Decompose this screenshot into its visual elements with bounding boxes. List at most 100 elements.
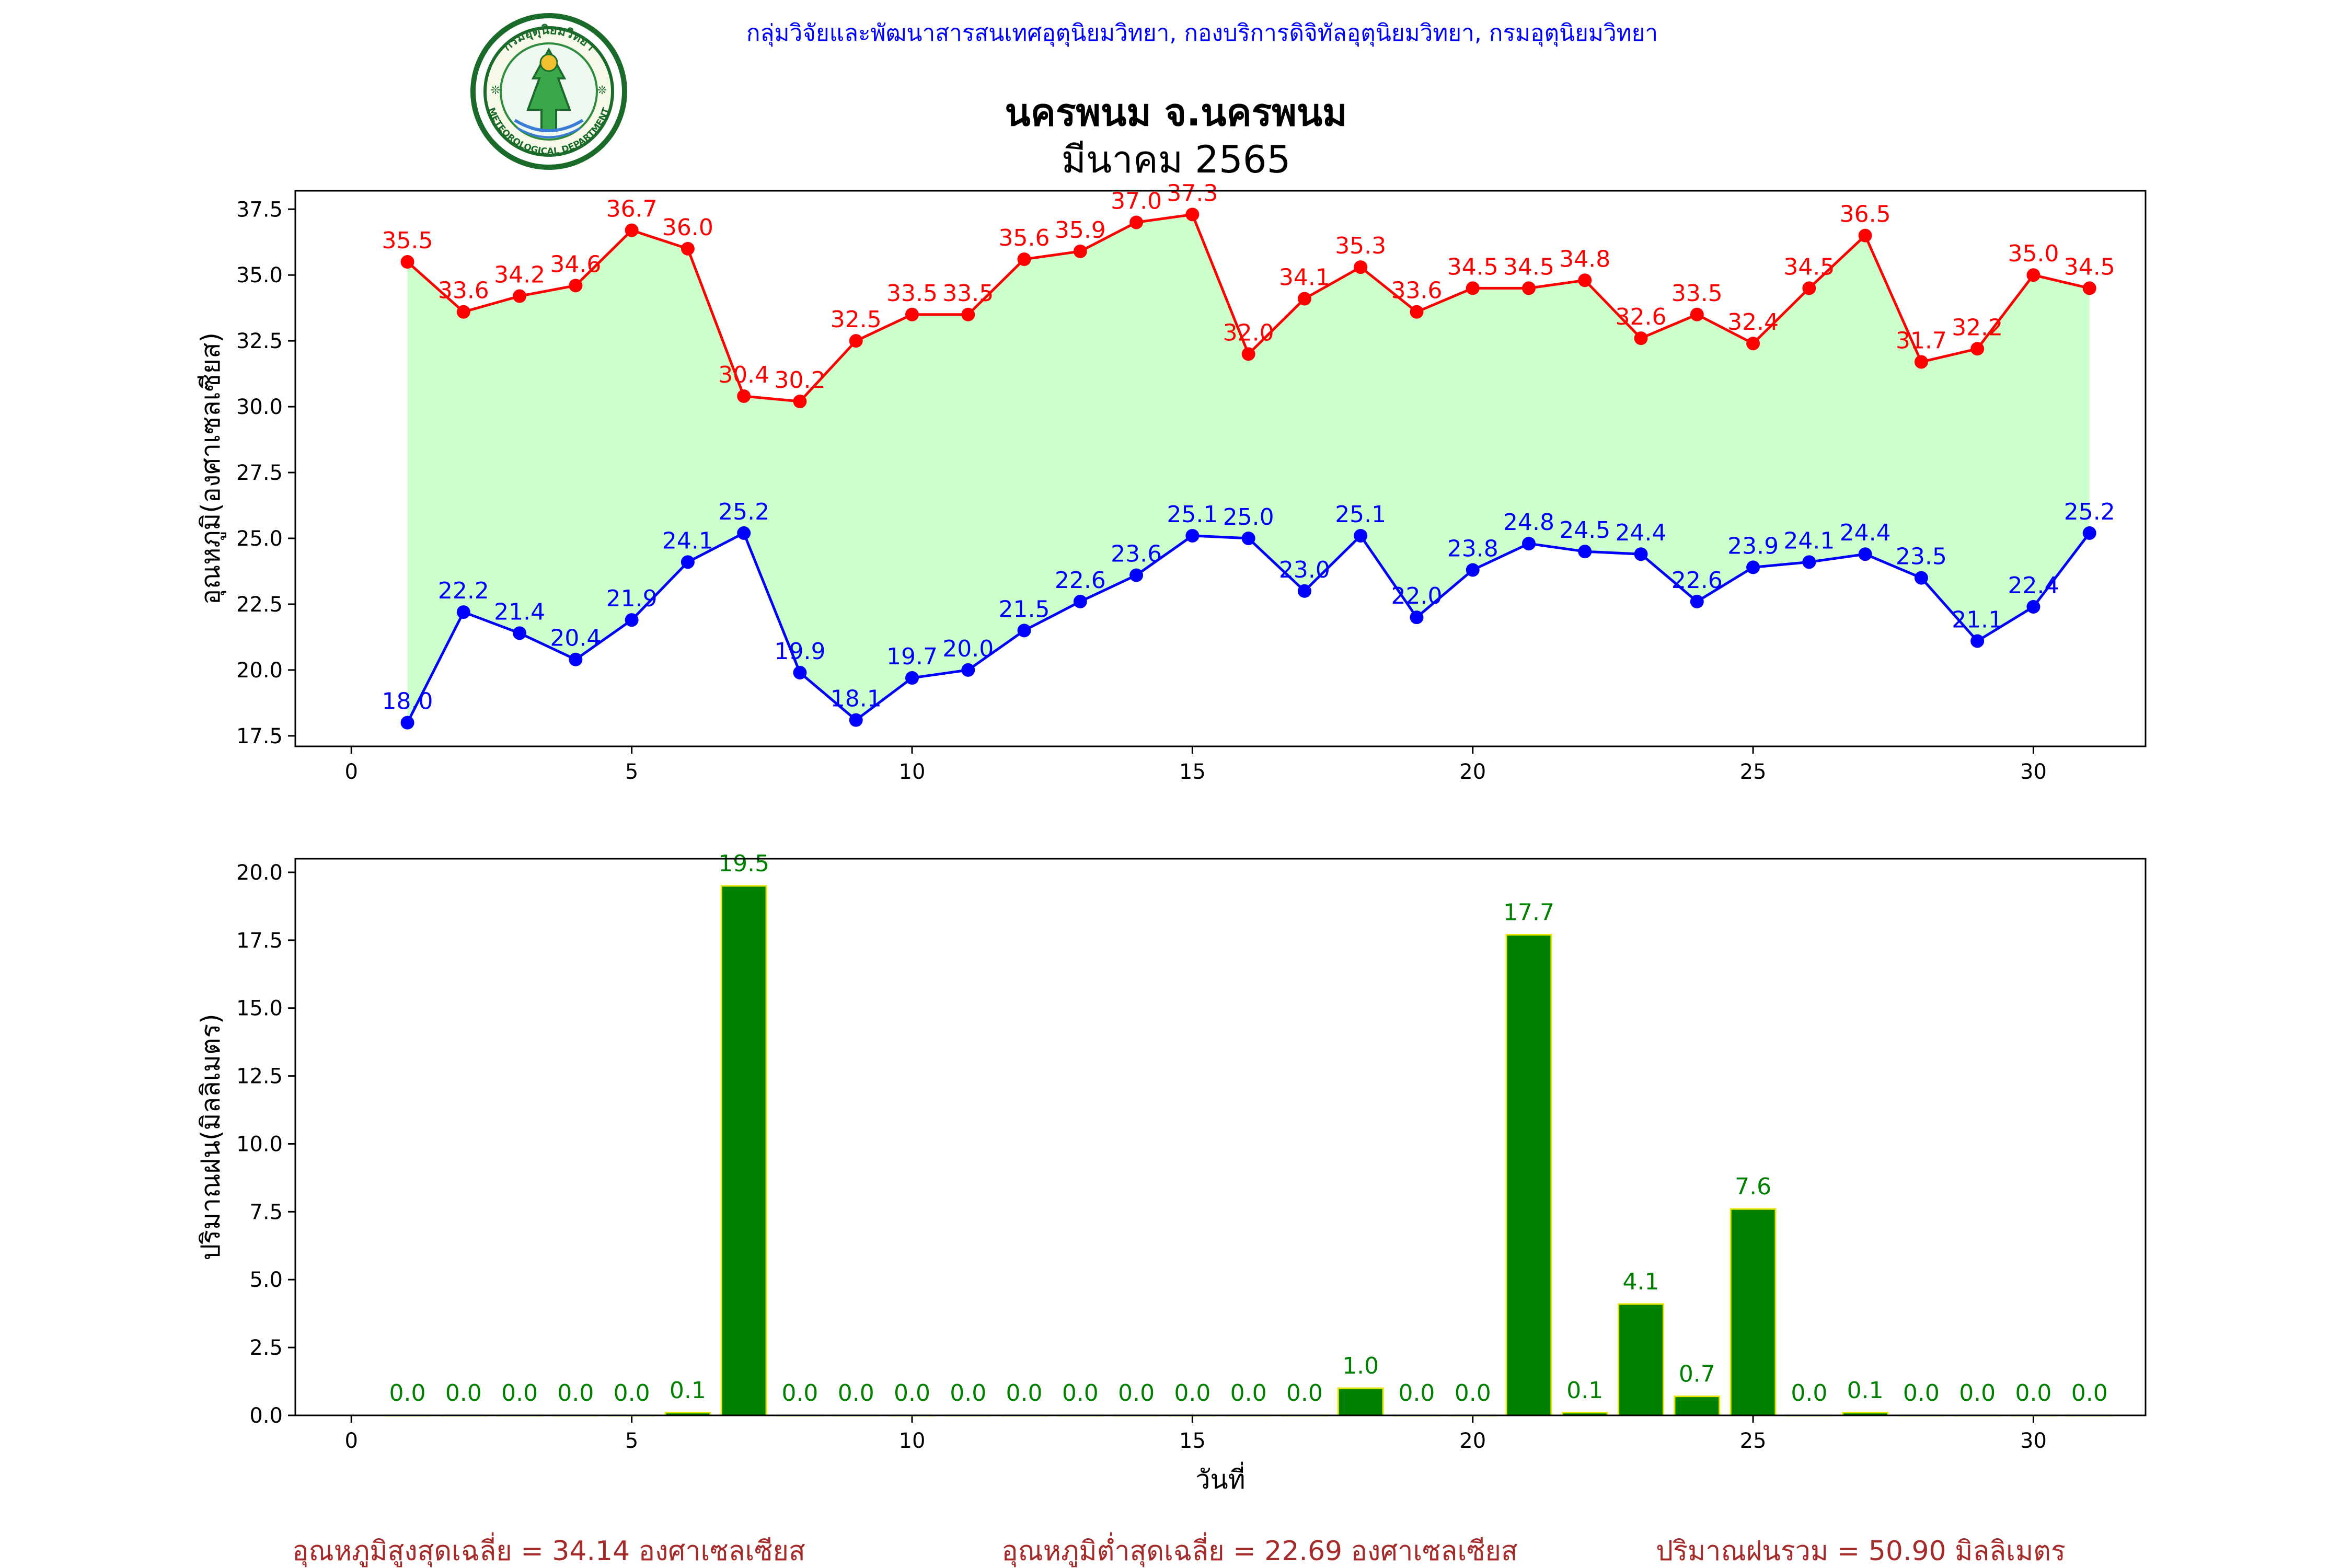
rainfall-value-label: 0.0 [1006, 1380, 1043, 1406]
max-temperature-point [1634, 331, 1648, 345]
svg-text:❊: ❊ [597, 84, 607, 97]
min-temperature-point [1017, 624, 1031, 638]
rainfall-bar [720, 885, 767, 1416]
min-temperature-label: 20.4 [550, 625, 601, 652]
max-temperature-point [400, 255, 414, 269]
min-temperature-point [961, 663, 975, 677]
rainfall-x-axis-label: วันที่ [1195, 1462, 1245, 1495]
rainfall-value-label: 0.0 [1230, 1380, 1267, 1406]
max-temperature-points: 35.533.634.2 34.636.736.030.4 30.232.533.5… [382, 180, 2115, 409]
temp-x-tick-label: 15 [1179, 760, 1206, 784]
min-temperature-label: 22.2 [438, 578, 489, 604]
rain-x-tick-label: 25 [1740, 1429, 1767, 1453]
min-temperature-point [569, 652, 583, 666]
min-temperature-point [1354, 528, 1368, 543]
temp-y-tick-label: 37.5 [236, 198, 283, 222]
max-temperature-label: 33.5 [886, 280, 938, 307]
rainfall-value-label: 0.0 [389, 1380, 426, 1406]
min-temperature-label: 24.4 [1616, 520, 1667, 546]
min-temperature-label: 25.0 [1223, 504, 1274, 531]
max-temperature-label: 34.8 [1559, 246, 1610, 272]
min-temperature-label: 24.5 [1559, 517, 1610, 544]
rainfall-value-label: 0.0 [614, 1380, 650, 1406]
max-temperature-label: 35.0 [2008, 240, 2059, 267]
rainfall-value-label: 0.0 [894, 1380, 930, 1406]
rain-x-tick-label: 0 [345, 1429, 358, 1453]
max-temperature-label: 36.7 [606, 196, 658, 223]
max-temperature-label: 33.5 [1671, 280, 1723, 307]
rainfall-value-label: 0.0 [1791, 1380, 1827, 1406]
max-temperature-label: 32.5 [831, 306, 882, 333]
rainfall-value-label: 0.1 [1566, 1377, 1603, 1404]
max-temperature-point [1466, 281, 1480, 295]
rainfall-value-label: 0.1 [1847, 1377, 1884, 1404]
max-temperature-point [1073, 244, 1087, 258]
max-temperature-label: 37.3 [1167, 180, 1218, 206]
min-temperature-point [1241, 532, 1255, 546]
rainfall-value-label: 0.0 [1903, 1380, 1940, 1406]
min-temperature-label: 24.4 [1840, 520, 1891, 546]
rainfall-value-label: 0.0 [950, 1380, 986, 1406]
min-temperature-point [625, 613, 639, 627]
max-temperature-point [1241, 347, 1255, 361]
min-temperature-point [1578, 545, 1592, 559]
min-temperature-label: 22.0 [1391, 583, 1442, 609]
temp-y-tick-label: 17.5 [236, 724, 283, 748]
temp-y-tick-label: 25.0 [236, 527, 283, 551]
max-temperature-point [1690, 307, 1704, 321]
min-temperature-points: 18.022.221.420.421.924.125.219.918.119.7… [382, 499, 2115, 730]
min-temperature-point [793, 665, 807, 679]
max-temperature-point [1802, 281, 1816, 295]
period-title: มีนาคม 2565 [1062, 137, 1291, 181]
min-temperature-point [737, 526, 751, 540]
min-temperature-label: 22.6 [1671, 567, 1723, 594]
max-temperature-label: 36.0 [662, 214, 713, 241]
min-temperature-label: 20.0 [942, 636, 994, 662]
station-title: นครพนม จ.นครพนม [1005, 90, 1347, 134]
rain-y-tick-label: 15.0 [236, 997, 283, 1021]
min-temperature-label: 22.6 [1055, 567, 1106, 594]
rain-y-tick-label: 12.5 [236, 1065, 283, 1089]
rainfall-panel: 0.0 2.5 5.0 7.5 10.0 12.5 15.0 17.5 20.0 0 5 10 15 20… [195, 850, 2147, 1495]
max-temperature-point [849, 334, 863, 348]
min-temperature-label: 23.0 [1279, 557, 1330, 583]
min-temperature-point [1970, 634, 1985, 648]
min-temperature-label: 22.4 [2008, 572, 2059, 599]
max-temperature-point [1129, 215, 1144, 229]
rainfall-value-label: 0.0 [1174, 1380, 1210, 1406]
max-temperature-point [569, 279, 583, 293]
min-temperature-point [1073, 594, 1087, 608]
temperature-plot-frame [294, 190, 2147, 747]
rain-y-tick-label: 20.0 [236, 861, 283, 885]
min-temperature-label: 19.7 [886, 643, 938, 670]
min-temperature-point [1690, 594, 1704, 608]
rain-x-tick-label: 10 [899, 1429, 926, 1453]
rainfall-plot-frame [294, 858, 2147, 1416]
rainfall-bar [1618, 1303, 1664, 1416]
average-min-temperature: อุณหภูมิต่ำสุดเฉลี่ย = 22.69 องศาเซลเซีย… [1001, 1532, 1517, 1567]
temp-y-tick-label: 27.5 [236, 461, 283, 485]
max-temperature-point [1354, 260, 1368, 274]
max-temperature-label: 34.1 [1279, 264, 1330, 291]
temperature-y-axis-label: อุณหภูมิ(องศาเซลเซียส) [195, 332, 226, 605]
max-temperature-point [1017, 252, 1031, 266]
min-temperature-point [456, 605, 470, 619]
max-temperature-point [2082, 281, 2096, 295]
max-temperature-point [1410, 305, 1424, 319]
temp-y-tick-label: 32.5 [236, 329, 283, 353]
rainfall-value-label: 0.0 [557, 1380, 594, 1406]
min-temperature-label: 24.1 [1783, 527, 1835, 554]
max-temperature-label: 31.7 [1896, 327, 1947, 354]
min-temperature-label: 25.2 [718, 499, 769, 525]
temp-y-tick-label: 30.0 [236, 395, 283, 419]
min-temperature-label: 21.1 [1952, 606, 2003, 633]
rainfall-value-label: 0.0 [1118, 1380, 1155, 1406]
rainfall-value-label: 0.0 [501, 1380, 538, 1406]
max-temperature-label: 35.6 [999, 225, 1050, 251]
rainfall-value-label: 0.1 [670, 1377, 706, 1404]
min-temperature-label: 19.9 [774, 638, 825, 665]
total-rainfall: ปริมาณฝนรวม = 50.90 มิลลิเมตร [1656, 1536, 2066, 1567]
max-temperature-label: 34.5 [2064, 253, 2115, 280]
min-temperature-point [2082, 526, 2096, 540]
